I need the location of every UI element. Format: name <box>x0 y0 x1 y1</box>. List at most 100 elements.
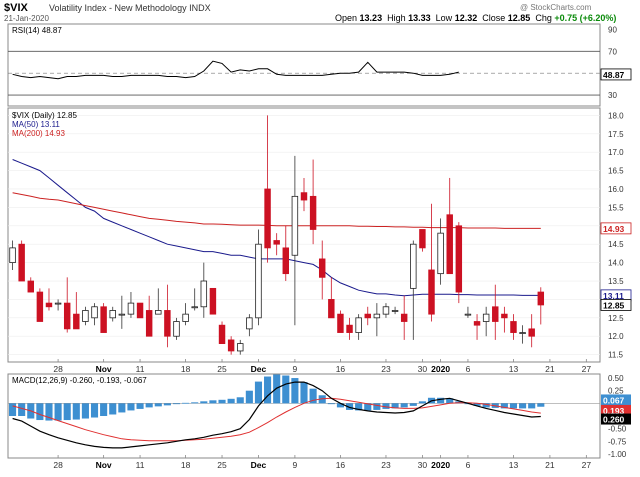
candle-down <box>501 313 508 319</box>
macd-histogram-bar <box>473 403 481 406</box>
close-label: Close <box>482 13 506 23</box>
candle-up <box>118 313 126 316</box>
macd-histogram-bar <box>218 399 226 404</box>
rsi-line <box>12 60 459 80</box>
macd-histogram-bar <box>182 402 190 404</box>
candle-down <box>428 269 435 315</box>
candle-down <box>419 229 426 249</box>
macd-hist-badge: 0.067 <box>603 395 625 405</box>
price-tick-label: 13.5 <box>608 277 624 286</box>
candle-down <box>27 280 34 293</box>
candle-up <box>182 313 189 322</box>
candle-up <box>373 313 381 319</box>
open-value: 13.23 <box>359 13 383 23</box>
price-tick-label: 11.5 <box>608 351 624 360</box>
candle-down <box>309 195 317 230</box>
candle-down <box>209 287 217 315</box>
macd-histogram-bar <box>446 398 454 404</box>
macd-histogram-bar <box>519 403 527 409</box>
price-x-label: Dec <box>251 364 267 374</box>
price-x-label: 6 <box>466 364 471 374</box>
macd-x-label: 21 <box>545 460 555 470</box>
price-x-label: 21 <box>545 364 555 374</box>
rsi-badge: 48.87 <box>603 70 625 80</box>
candle-up <box>109 310 116 319</box>
macd-x-label: 13 <box>509 460 519 470</box>
macd-histogram-bar <box>154 403 162 407</box>
macd-histogram-bar <box>191 402 199 404</box>
price-frame <box>7 107 601 363</box>
rsi-tick-label: 30 <box>608 91 617 100</box>
candle-down <box>164 310 171 337</box>
macd-histogram-bar <box>163 403 171 406</box>
chg-value: +0.75 (+6.20%) <box>554 13 617 23</box>
ma200-badge: 14.93 <box>603 224 625 234</box>
price-x-label: 13 <box>509 364 519 374</box>
macd-tick-label: 0.50 <box>608 374 624 383</box>
candle-down <box>264 188 271 249</box>
candle-down <box>528 328 535 337</box>
macd-histogram-bar <box>509 403 518 409</box>
high-label: High <box>387 13 406 23</box>
stockcharts-credit: @ StockCharts.com <box>520 3 592 12</box>
macd-x-label: 16 <box>336 460 346 470</box>
macd-histogram-bar <box>90 403 99 418</box>
rsi-badge-box <box>600 68 632 81</box>
candle-up <box>482 313 490 322</box>
macd-histogram-bar <box>309 388 317 404</box>
macd-histogram-bar <box>9 403 17 416</box>
candle-down <box>400 313 408 322</box>
macd-histogram-bar <box>54 403 62 421</box>
index-name: Volatility Index - New Methodology <box>49 3 187 13</box>
last-price-badge: 12.85 <box>603 300 625 310</box>
candle-down <box>346 324 353 333</box>
macd-histogram-bar <box>127 403 135 411</box>
macd-histogram-bar <box>300 382 308 404</box>
rsi-tick-label: 70 <box>608 47 617 56</box>
macd-histogram-bar <box>364 403 372 411</box>
macd-histogram-bar <box>437 397 445 404</box>
candle-down <box>63 302 71 330</box>
ma200-legend: MA(200) 14.93 <box>12 129 65 138</box>
price-x-label: 28 <box>53 364 63 374</box>
price-x-label: 27 <box>582 364 592 374</box>
rsi-tick-label: 90 <box>608 25 617 34</box>
price-x-label: 2020 <box>431 364 450 374</box>
macd-legend: MACD(12,26,9) -0.260, -0.193, -0.067 <box>12 376 147 385</box>
price-tick-label: 14.5 <box>608 240 624 249</box>
ma50-legend: MA(50) 13.11 <box>12 120 60 129</box>
macd-x-label: 27 <box>582 460 592 470</box>
price-x-label: Nov <box>96 364 112 374</box>
candle-down <box>18 243 25 282</box>
price-tick-label: 12.5 <box>608 314 624 323</box>
chart-date: 21-Jan-2020 <box>4 14 49 23</box>
candle-down <box>73 313 80 330</box>
macd-histogram-bar <box>373 403 381 410</box>
rsi-legend: RSI(14) 48.87 <box>12 26 62 35</box>
price-tick-label: 16.5 <box>608 167 624 176</box>
close-value: 12.85 <box>507 13 531 23</box>
macd-histogram-bar <box>81 403 89 419</box>
candle-down <box>337 313 344 333</box>
candle-down <box>473 321 481 326</box>
macd-histogram-bar <box>382 403 390 409</box>
macd-histogram-bar <box>254 381 263 404</box>
candle-up <box>391 310 399 312</box>
macd-histogram-bar <box>118 403 126 413</box>
macd-histogram-bar <box>18 403 26 416</box>
chart-header: $VIX Volatility Index - New Methodology … <box>0 0 640 24</box>
macd-histogram-bar <box>528 403 536 409</box>
macd-histogram-bar <box>145 403 153 408</box>
macd-histogram-bar <box>209 400 217 404</box>
macd-frame <box>7 373 601 459</box>
macd-panel: -1.00-0.75-0.50-0.250.000.250.50MACD(12,… <box>7 373 631 459</box>
macd-histogram-bar <box>537 403 545 407</box>
macd-x-label: 30 <box>418 460 428 470</box>
last-price-badge-box <box>600 299 632 311</box>
macd-histogram-bar <box>482 403 490 408</box>
macd-histogram-bar <box>327 403 335 405</box>
macd-histogram-bar <box>345 403 354 410</box>
candle-down <box>446 214 453 275</box>
ma200-badge-box <box>600 222 632 235</box>
price-x-label: 18 <box>181 364 191 374</box>
